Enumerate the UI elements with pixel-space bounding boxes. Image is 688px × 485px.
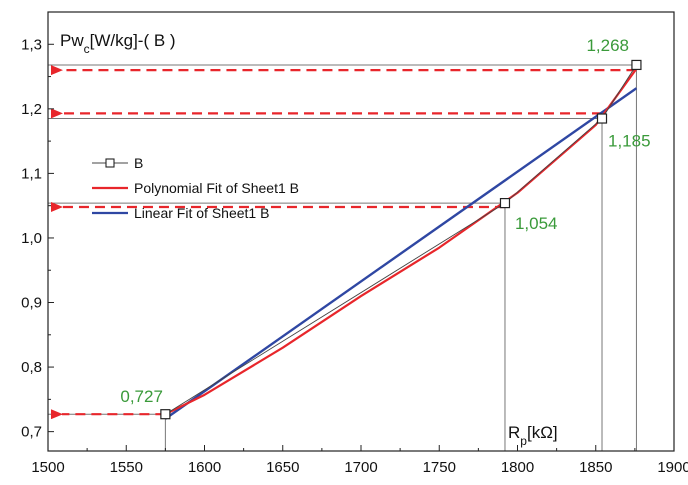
y-tick-label: 1,1 xyxy=(21,165,42,182)
legend-label: Linear Fit of Sheet1 B xyxy=(134,205,269,221)
y-tick-label: 0,8 xyxy=(21,359,42,376)
guide-lines xyxy=(48,64,637,451)
polynomial-fit-line xyxy=(164,68,638,416)
x-tick-label: 1750 xyxy=(423,459,456,476)
value-label: 0,727 xyxy=(120,387,163,406)
y-tick-label: 1,2 xyxy=(21,101,42,118)
y-tick-label: 1,3 xyxy=(21,36,42,53)
value-label: 1,185 xyxy=(608,132,651,151)
x-tick-label: 1700 xyxy=(344,459,377,476)
x-tick-label: 1550 xyxy=(110,459,143,476)
x-title-rest: [kΩ] xyxy=(527,423,558,442)
value-label: 1,268 xyxy=(586,36,629,55)
x-tick-label: 1900 xyxy=(657,459,688,476)
y-tick-label: 0,7 xyxy=(21,424,42,441)
data-point-marker xyxy=(499,197,511,209)
value-arrows xyxy=(51,65,637,420)
x-tick-label: 1800 xyxy=(501,459,534,476)
y-title-main: Pw xyxy=(60,31,84,50)
linear-fit-line xyxy=(164,87,638,420)
legend-label: B xyxy=(134,155,143,171)
x-tick-label: 1600 xyxy=(188,459,221,476)
legend-label: Polynomial Fit of Sheet1 B xyxy=(134,180,299,196)
value-labels: 0,727 1,054 1,185 1,268 xyxy=(120,36,650,406)
x-tick-label: 1850 xyxy=(579,459,612,476)
legend: B Polynomial Fit of Sheet1 B Linear Fit of… xyxy=(92,155,299,221)
data-markers xyxy=(160,59,642,420)
y-title-sub: c xyxy=(84,42,90,56)
x-title-sub: p xyxy=(520,434,527,448)
y-tick-label: 1,0 xyxy=(21,230,42,247)
x-tick-label: 1500 xyxy=(31,459,64,476)
data-series-line xyxy=(165,64,637,415)
axis-ticks xyxy=(47,43,675,451)
data-point-marker xyxy=(160,409,171,420)
plot-frame xyxy=(47,11,675,452)
legend-marker-data xyxy=(105,158,115,168)
x-title-main: R xyxy=(508,423,520,442)
y-tick-label: 0,9 xyxy=(21,295,42,312)
series-lines xyxy=(164,64,638,420)
y-title-rest: [W/kg]-( B ) xyxy=(90,31,176,50)
x-tick-label: 1650 xyxy=(266,459,299,476)
value-label: 1,054 xyxy=(515,214,558,233)
x-axis-title: Rp[kΩ] xyxy=(508,423,558,448)
y-axis-title: Pwc[W/kg]-( B ) xyxy=(60,31,176,56)
data-point-marker xyxy=(596,113,608,124)
tick-labels: 1500 1550 1600 1650 1700 1750 1800 1850 1900 0,7 0… xyxy=(21,36,688,476)
data-point-marker xyxy=(631,59,642,71)
